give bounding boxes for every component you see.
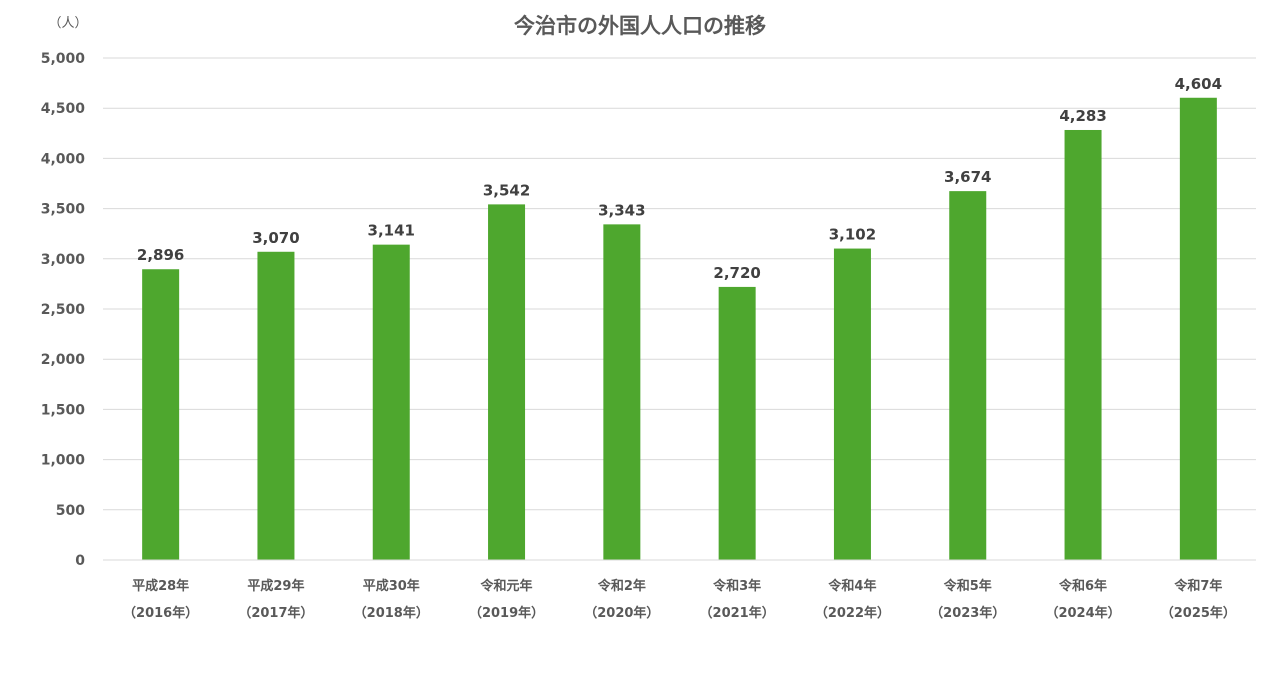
y-tick-label: 1,000 — [41, 453, 86, 469]
y-tick-label: 2,500 — [41, 302, 86, 318]
data-label: 3,141 — [368, 222, 415, 240]
x-tick-label: （2018年） — [354, 605, 429, 621]
y-tick-label: 500 — [56, 503, 85, 519]
bar — [257, 251, 295, 560]
y-axis-unit-label: （人） — [48, 16, 87, 31]
data-label: 3,542 — [483, 181, 530, 199]
bar — [833, 248, 871, 560]
x-tick-label: （2017年） — [238, 605, 313, 621]
x-tick-label: 令和5年 — [944, 578, 992, 594]
y-tick-label: 4,000 — [41, 151, 86, 167]
grid-lines — [103, 57, 1256, 511]
x-tick-label: （2025年） — [1161, 605, 1236, 621]
x-tick-label: 平成29年 — [247, 578, 304, 594]
x-tick-label: （2021年） — [700, 605, 775, 621]
x-tick-label: 令和4年 — [828, 578, 876, 594]
x-tick-label: 令和2年 — [598, 578, 646, 594]
data-label: 3,070 — [252, 229, 299, 247]
data-label: 3,674 — [944, 168, 991, 186]
y-tick-label: 2,000 — [41, 352, 86, 368]
bar — [1064, 129, 1102, 560]
bar — [142, 269, 180, 560]
data-label: 2,720 — [713, 264, 760, 282]
bar — [372, 244, 410, 560]
data-labels: 2,896 3,070 3,141 3,542 3,343 2,720 3,102 3,674… — [137, 75, 1222, 282]
bar — [1179, 97, 1217, 561]
y-tick-label: 3,500 — [41, 202, 86, 218]
data-label: 3,102 — [829, 226, 876, 244]
x-tick-label: （2019年） — [469, 605, 544, 621]
x-tick-label: （2022年） — [815, 605, 890, 621]
x-tick-label: 令和7年 — [1174, 578, 1222, 594]
x-axis-tick-labels: 平成28年 （2016年） 平成29年 （2017年） 平成30年 （2018年） 令和元年… — [123, 578, 1236, 621]
y-axis-tick-labels: 0 500 1,000 1,500 2,000 2,500 3,000 3,500 4,000 4… — [41, 51, 86, 569]
data-label: 3,343 — [598, 201, 645, 219]
x-tick-label: 令和3年 — [713, 578, 761, 594]
x-tick-label: 令和6年 — [1059, 578, 1107, 594]
data-label: 4,283 — [1059, 107, 1106, 125]
y-tick-label: 3,000 — [41, 252, 86, 268]
x-tick-label: （2020年） — [584, 605, 659, 621]
x-tick-label: （2024年） — [1045, 605, 1120, 621]
y-tick-label: 0 — [75, 553, 85, 569]
bar — [603, 224, 641, 560]
y-tick-label: 1,500 — [41, 402, 86, 418]
data-label: 4,604 — [1175, 75, 1222, 93]
bars — [142, 97, 1217, 561]
data-label: 2,896 — [137, 246, 184, 264]
y-tick-label: 4,500 — [41, 101, 86, 117]
x-tick-label: 平成28年 — [132, 578, 189, 594]
x-tick-label: （2023年） — [930, 605, 1005, 621]
bar — [949, 191, 987, 560]
y-tick-label: 5,000 — [41, 51, 86, 67]
x-tick-label: 令和元年 — [481, 578, 533, 594]
x-tick-label: 平成30年 — [363, 578, 420, 594]
chart-title: 今治市の外国人人口の推移 — [514, 14, 766, 38]
bar — [488, 204, 526, 561]
bar — [718, 286, 756, 560]
x-tick-label: （2016年） — [123, 605, 198, 621]
